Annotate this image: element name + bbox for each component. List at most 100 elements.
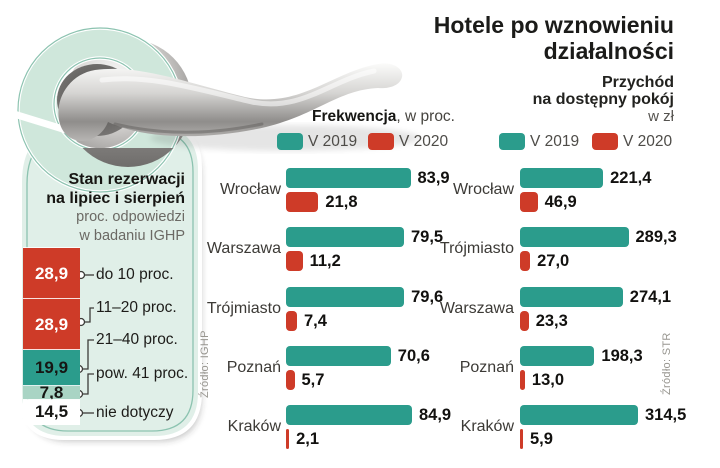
- city-label: Wrocław: [219, 181, 281, 198]
- hanger-segment-label: nie dotyczy: [96, 404, 174, 421]
- bar-value: 70,6: [397, 346, 430, 365]
- legend-swatch-2019-left: [277, 133, 303, 150]
- bar-value: 5,9: [530, 430, 553, 449]
- page-title: Hotele po wznowieniu działalności: [394, 12, 674, 64]
- occupancy-chart: Wrocław 83,9 21,8 Warszawa 79,5 11,2 Trójmiast…: [191, 168, 461, 468]
- chart-row: Warszawa 79,5 11,2: [191, 227, 461, 275]
- chart-row: Poznań 70,6 5,7: [191, 345, 461, 394]
- city-label: Poznań: [459, 358, 514, 376]
- hanger-segment: 14,5: [23, 399, 80, 426]
- source-str: Źródło: STR: [661, 332, 673, 395]
- hanger-slit: [10, 110, 70, 134]
- bar-value: 79,6: [411, 287, 444, 306]
- city-label: Kraków: [227, 418, 281, 436]
- hanger-segment-label: 11–20 proc.: [96, 299, 177, 316]
- hanger-heading: Stan rezerwacji na lipiec i sierpień pro…: [42, 170, 185, 246]
- bar-v2020: [286, 429, 290, 450]
- bar-value: 46,9: [544, 193, 577, 211]
- hanger-subheading-line2: w badaniu IGHP: [79, 228, 185, 244]
- bar-v2020: [286, 251, 303, 272]
- city-label: Poznań: [226, 358, 281, 376]
- bar-value: 84,9: [419, 406, 452, 425]
- legend-swatch-2019-right: [499, 133, 525, 150]
- bar-v2020: [286, 192, 319, 212]
- right-chart-subtitle: Przychód na dostępny pokój w zł: [454, 74, 674, 125]
- revpar-chart: Wrocław 221,4 46,9 Trójmiasto 289,3 27,0 Warsz…: [424, 168, 699, 468]
- bar-value: 314,5: [645, 406, 687, 425]
- left-chart-header-rest: , w proc.: [396, 108, 455, 125]
- left-chart-header: Frekwencja, w proc.: [255, 108, 455, 126]
- chart-row: Wrocław 83,9 21,8: [191, 168, 461, 216]
- hanger-segment-label: do 10 proc.: [96, 266, 174, 283]
- legend-label-2020-left: V 2020: [399, 133, 449, 150]
- page-title-line1: Hotele po wznowieniu: [433, 12, 674, 38]
- legend-swatch-2020-left: [368, 133, 394, 150]
- legend-swatch-2020-right: [592, 133, 618, 150]
- rosette-bottom-rim: [82, 148, 174, 167]
- hanger-ring-outline: [17, 27, 183, 193]
- city-label: Wrocław: [452, 181, 514, 198]
- subtitle-line1: Przychód: [601, 74, 674, 91]
- bar-value: 11,2: [309, 252, 341, 271]
- bar-v2019: [286, 168, 411, 188]
- bar-v2019: [520, 286, 623, 307]
- hanger-segment: 28,9: [23, 299, 80, 351]
- chart-row: Trójmiasto 289,3 27,0: [424, 227, 699, 275]
- bar-value: 21,8: [325, 193, 358, 211]
- bar-v2020: [286, 310, 297, 331]
- bar-v2020: [520, 369, 525, 390]
- handle-underedge: [113, 122, 264, 134]
- legend-label-2019-left: V 2019: [308, 133, 358, 150]
- bar-v2020: [520, 251, 531, 272]
- bar-value: 5,7: [301, 370, 325, 389]
- hanger-segment: 28,9: [23, 248, 80, 300]
- chart-row: Poznań 198,3 13,0: [424, 345, 699, 394]
- bar-v2020: [286, 369, 295, 390]
- city-label: Trójmiasto: [206, 299, 281, 317]
- city-label: Warszawa: [206, 240, 281, 258]
- hanger-heading-line2: na lipiec i sierpień: [46, 190, 185, 207]
- hanger-segment: 7,8: [23, 383, 80, 402]
- city-label: Warszawa: [439, 299, 514, 317]
- bar-v2019: [286, 286, 405, 307]
- bar-v2019: [520, 405, 638, 426]
- subtitle-line3: w zł: [648, 108, 674, 125]
- bar-v2020: [520, 310, 529, 331]
- bar-value: 221,4: [610, 169, 652, 187]
- handle-lever: [58, 63, 403, 141]
- hanger-segment: 19,9: [23, 350, 80, 386]
- bar-value: 198,3: [601, 346, 643, 365]
- page-title-line2: działalności: [543, 38, 674, 64]
- hanger-subheading-line1: proc. odpowiedzi: [76, 209, 185, 225]
- bar-v2020: [520, 429, 523, 450]
- legend-label-2020-right: V 2020: [623, 133, 673, 150]
- hanger-segment-label: pow. 41 proc.: [96, 365, 189, 382]
- bar-v2019: [520, 345, 595, 366]
- handle-highlight: [99, 68, 377, 107]
- legend-label-2019-right: V 2019: [530, 133, 580, 150]
- bar-v2019: [520, 227, 629, 248]
- bar-v2019: [286, 345, 391, 366]
- chart-row: Wrocław 221,4 46,9: [424, 168, 699, 216]
- bar-value: 7,4: [304, 311, 327, 330]
- bar-v2020: [520, 192, 538, 212]
- chart-row: Kraków 314,5 5,9: [424, 405, 699, 453]
- bar-v2019: [286, 227, 404, 248]
- hanger-card-inner-outline: [26, 130, 194, 432]
- bar-value: 27,0: [537, 252, 570, 271]
- hanger-segment-label: 21–40 proc.: [96, 331, 178, 348]
- left-chart-header-bold: Frekwencja: [311, 108, 397, 125]
- bar-value: 83,9: [417, 169, 450, 187]
- bar-value: 23,3: [535, 311, 568, 330]
- bar-value: 289,3: [635, 228, 677, 247]
- chart-row: Trójmiasto 79,6 7,4: [191, 286, 461, 335]
- city-label: Trójmiasto: [439, 240, 514, 258]
- bar-v2019: [286, 405, 412, 426]
- bar-value: 13,0: [531, 370, 565, 389]
- chart-row: Kraków 84,9 2,1: [191, 405, 461, 453]
- bar-value: 274,1: [629, 287, 672, 306]
- chart-row: Warszawa 274,1 23,3: [424, 286, 699, 335]
- subtitle-line2: na dostępny pokój: [532, 91, 674, 108]
- bar-value: 2,1: [296, 430, 320, 449]
